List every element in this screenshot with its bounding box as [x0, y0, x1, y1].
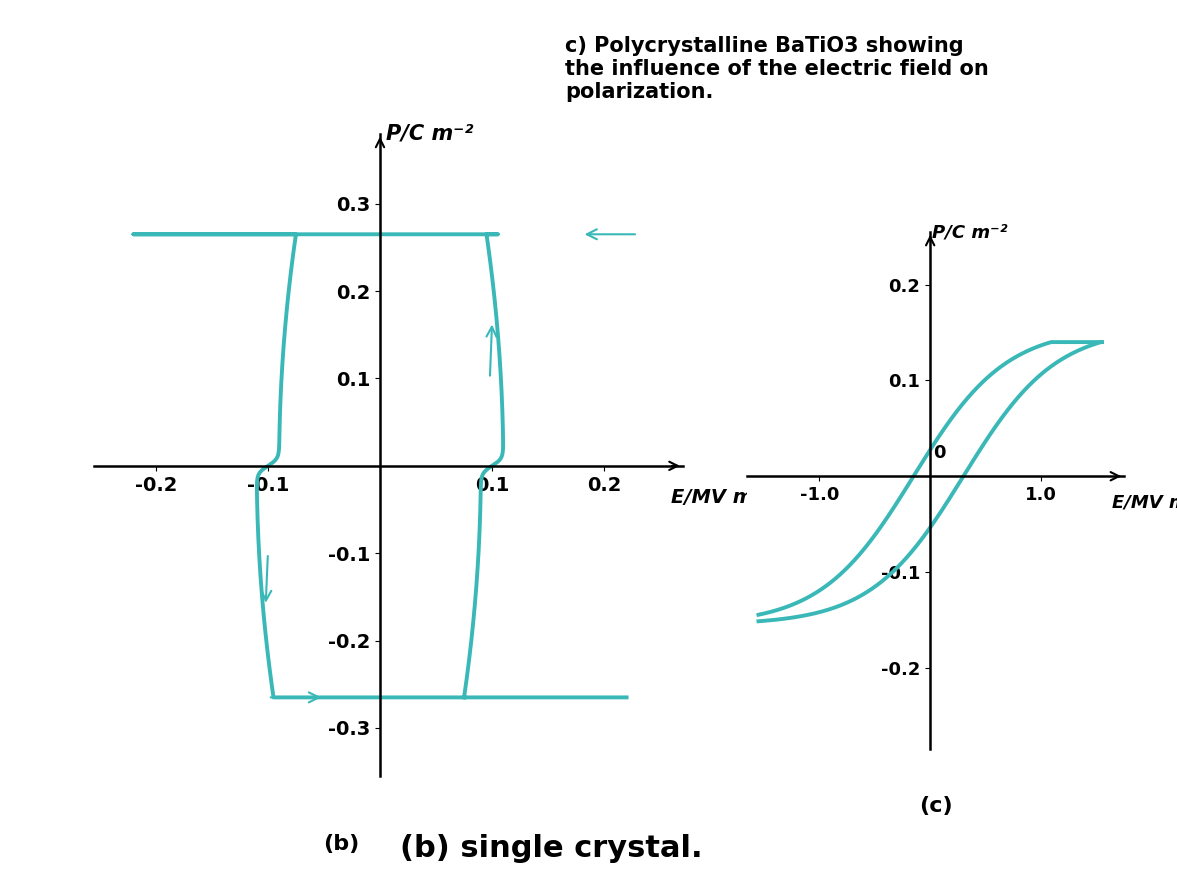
- Text: P/C m⁻²: P/C m⁻²: [386, 124, 473, 144]
- Text: 0: 0: [933, 444, 946, 462]
- Text: P/C m⁻²: P/C m⁻²: [932, 224, 1008, 242]
- Text: (b) single crystal.: (b) single crystal.: [400, 834, 703, 863]
- Text: (b): (b): [324, 834, 359, 854]
- Text: c) Polycrystalline BaTiO3 showing
the influence of the electric field on
polariz: c) Polycrystalline BaTiO3 showing the in…: [565, 36, 989, 102]
- Text: E/MV m⁻: E/MV m⁻: [1112, 493, 1177, 511]
- Text: E/MV m⁻¹: E/MV m⁻¹: [671, 488, 771, 507]
- Text: (c): (c): [919, 796, 952, 816]
